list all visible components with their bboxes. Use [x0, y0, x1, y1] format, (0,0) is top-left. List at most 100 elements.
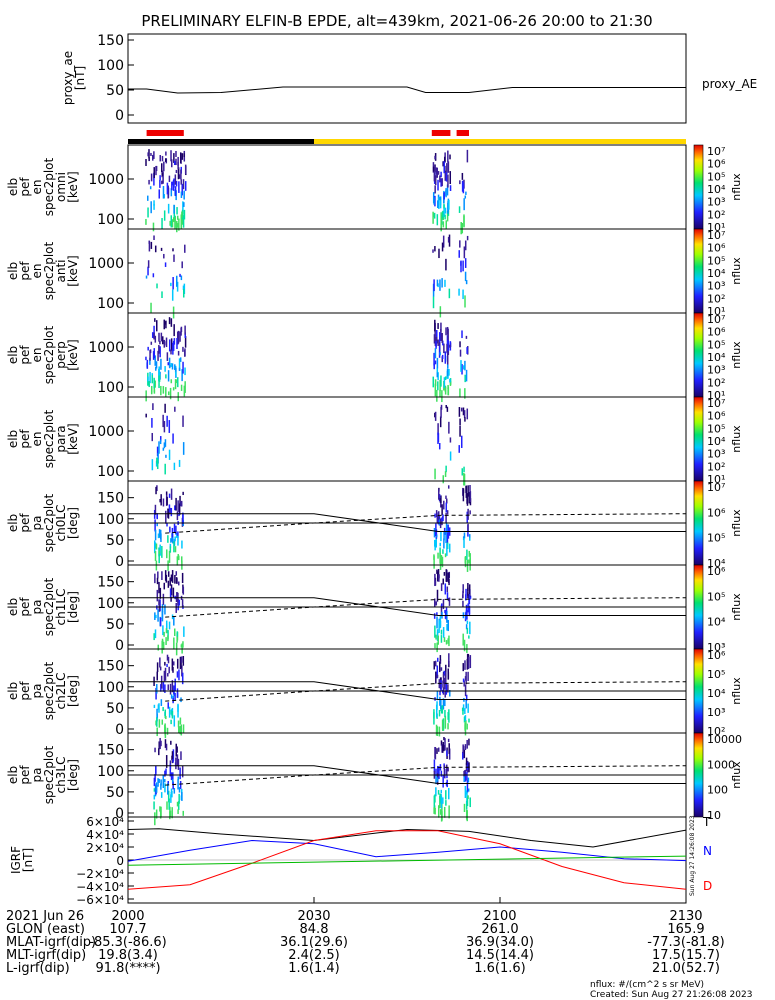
spec-panel-1-colorbar-tick-label: 10⁵ [707, 170, 725, 183]
pa-panel-3-ylabel-line: elb [6, 682, 20, 700]
pa-panel-3-flux-mark [465, 720, 467, 724]
pa-panel-2-flux-mark [167, 635, 169, 642]
pa-panel-1-ylabel-line: ch0LC [54, 505, 68, 542]
spec-panel-1-ylabel-line: en [30, 180, 44, 195]
pa-panel-3-flux-mark [435, 704, 438, 718]
pa-panel-4-flux-mark [439, 794, 442, 804]
pa-panel-4-flux-mark [435, 787, 437, 797]
ephemeris-value: -85.3(-86.6) [89, 935, 166, 950]
pa-panel-2-ylabel-line: ch1LC [54, 589, 68, 626]
pa-panel-4-flux-mark [175, 757, 177, 770]
pa-panel-2-flux-mark [156, 577, 159, 585]
spec-panel-2-flux-mark [462, 260, 464, 272]
spec-panel-4-flux-mark [159, 439, 162, 445]
spec-panel-4-flux-mark [178, 459, 181, 467]
pa-panel-2-ylabel-line: elb [6, 598, 20, 616]
spec-panel-3-flux-mark [184, 325, 186, 335]
spec-panel-3-colorbar-tick-label: 10² [707, 376, 725, 389]
pa-panel-4-y-tick-label: 0 [115, 806, 124, 822]
pa-panel-2-flux-mark [168, 621, 171, 630]
igrf-side-note: Sun Aug 27 14:26:08 2023 [689, 815, 696, 896]
spec-panel-4-flux-mark [173, 462, 176, 470]
spec-panel-3-colorbar-label: nflux [730, 341, 743, 369]
pa-panel-4-flux-mark [175, 743, 177, 757]
spec-panel-1-flux-mark [172, 217, 175, 222]
pa-panel-4-flux-mark [434, 807, 436, 815]
spec-panel-1-flux-mark [458, 206, 461, 213]
spec-panel-1-flux-mark [177, 223, 180, 228]
spec-panel-1-flux-mark [447, 161, 450, 173]
pa-panel-1-y-tick-label: 0 [115, 554, 124, 570]
spec-panel-2-colorbar-tick-label: 10³ [707, 280, 725, 293]
pa-panel-2-flux-mark [157, 644, 160, 651]
pa-panel-3-flux-mark [439, 691, 441, 696]
spec-panel-4-flux-mark [439, 416, 442, 428]
pa-panel-1-flux-mark [434, 541, 436, 551]
pa-panel-1-flux-mark [168, 550, 171, 563]
pa-panel-1-ylabel-line: [deg] [66, 507, 80, 539]
spec-panel-1-flux-mark [145, 159, 147, 166]
ephemeris-value: 2030 [297, 909, 330, 924]
pa-panel-3-flux-mark [448, 713, 450, 723]
pa-panel-4-flux-mark [433, 807, 435, 814]
pa-panel-4-flux-mark [437, 790, 440, 795]
spec-panel-3-ylabel-line: elb [6, 346, 20, 364]
pa-panel-2-flux-mark [176, 632, 178, 643]
pa-panel-3-flux-mark [466, 653, 469, 665]
pa-panel-1-flux-mark [445, 502, 448, 513]
spec-panel-3-flux-mark [184, 367, 186, 376]
spec-panel-4-flux-mark [466, 408, 469, 420]
pa-panel-2-flux-mark [159, 599, 161, 612]
spec-panel-1-flux-mark [181, 153, 184, 160]
spec-panel-4-colorbar-tick-label: 10⁶ [707, 410, 726, 423]
pa-panel-2-flux-mark [468, 605, 471, 615]
pa-panel-3-flux-mark [447, 684, 449, 693]
pa-panel-2-y-tick-label: 0 [115, 638, 124, 654]
pa-panel-3-flux-mark [464, 676, 467, 681]
pa-panel-3-flux-mark [439, 696, 441, 706]
pa-panel-2-flux-mark [466, 644, 468, 653]
pa-panel-1-flux-mark [177, 500, 179, 512]
spec-panel-3-flux-mark [447, 340, 450, 352]
spec-panel-1-flux-mark [176, 215, 179, 220]
igrf-y-tick-label: −6×10⁴ [76, 893, 124, 907]
spec-panel-3-flux-mark [447, 386, 450, 396]
pa-panel-2-flux-mark [167, 571, 170, 577]
spec-panel-2-flux-mark [441, 242, 444, 252]
pa-panel-2-flux-mark [157, 609, 159, 622]
pa-panel-2-flux-mark [170, 584, 173, 596]
pa-panel-3-flux-mark [156, 717, 158, 727]
pa-panel-4-flux-mark [466, 772, 468, 781]
spec-panel-3-flux-mark [170, 338, 173, 351]
spec-panel-3-flux-mark [449, 381, 452, 385]
spec-panel-4-flux-mark [168, 420, 171, 433]
pa-panel-3-flux-mark [181, 665, 183, 677]
spec-panel-3-flux-mark [435, 341, 437, 349]
igrf-y-tick-label: 4×10⁴ [86, 828, 124, 842]
pa-panel-4-flux-mark [440, 789, 443, 794]
spec-panel-1-flux-mark [181, 211, 183, 218]
pa-panel-2-flux-mark [466, 610, 468, 620]
pa-panel-4-anti-loss-cone-line [165, 765, 687, 786]
spec-panel-2-flux-mark [439, 306, 442, 318]
spec-panel-2-flux-mark [164, 262, 167, 267]
spec-panel-1-flux-mark [166, 182, 169, 195]
igrf-y-tick-label: 0 [116, 854, 124, 868]
pa-panel-4-flux-mark [462, 751, 464, 760]
pa-panel-4-flux-mark [443, 765, 446, 779]
spec-panel-2-flux-mark [180, 275, 183, 281]
pa-panel-3-flux-mark [436, 690, 439, 701]
spec-panel-3-flux-mark [178, 358, 181, 371]
pa-panel-3-flux-mark [463, 680, 465, 687]
spec-panel-3-flux-mark [181, 369, 183, 382]
spec-panel-2-flux-mark [172, 277, 174, 290]
pa-panel-3-flux-mark [165, 715, 167, 720]
spec-panel-2-colorbar-tick-label: 10⁴ [707, 267, 726, 280]
spec-panel-1-flux-mark [153, 151, 155, 159]
spec-panel-4-flux-mark [434, 468, 436, 480]
pa-panel-4-flux-mark [165, 743, 168, 751]
pa-panel-3-flux-mark [435, 671, 437, 684]
pa-panel-2-colorbar-label: nflux [730, 593, 743, 621]
spec-panel-3-flux-mark [172, 342, 174, 355]
pa-panel-3-flux-mark [464, 684, 467, 697]
